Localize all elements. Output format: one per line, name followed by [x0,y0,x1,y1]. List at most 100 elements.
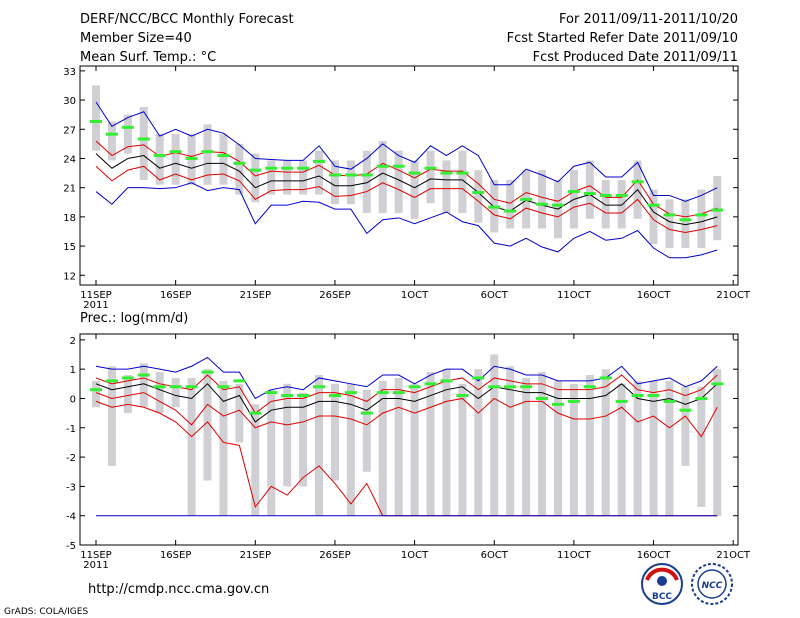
ensemble-box [490,354,499,516]
forecast-produced: Fcst Produced Date 2011/09/11 [533,50,738,65]
x-tick-label: 11OCT [557,550,592,561]
ensemble-box [267,160,276,195]
ensemble-box [315,150,324,195]
ensemble-box [219,134,228,185]
y-tick-label: -5 [66,541,76,552]
x-tick-label: 21SEP [240,290,271,301]
x-tick-label: 1OCT [401,550,429,561]
x-tick-label: 21OCT [716,550,751,561]
ensemble-box [649,380,658,516]
plot-frame [79,333,739,546]
x-tick-label: 6OCT [481,550,509,561]
y-tick-label: 1 [70,365,76,376]
ensemble-box [538,372,547,516]
ensemble-box [426,372,435,516]
ensemble-box [251,404,260,516]
x-tick-label: 21OCT [716,290,751,301]
y-tick-label: -4 [66,512,76,523]
ensemble-box [107,366,116,466]
x-tick-year: 2011 [83,560,108,571]
ensemble-box [362,150,371,213]
ensemble-box [346,160,355,205]
x-tick-label: 16SEP [160,550,191,561]
ensemble-box [139,363,148,408]
series-inner-lower [95,165,718,233]
ensemble-box [665,199,674,249]
ensemble-box [92,85,100,151]
member-size: Member Size=40 [80,31,192,46]
x-tick-label: 6OCT [481,290,509,301]
variable-label-top: Mean Surf. Temp.: °C [80,50,216,65]
ensemble-box [697,189,706,249]
ensemble-box [283,383,292,487]
ensemble-box [203,124,212,185]
ensemble-box [330,383,339,481]
ensemble-box [235,143,244,195]
ensemble-box [251,153,260,203]
y-tick-label: 0 [70,394,76,405]
ensemble-box [601,179,610,229]
ensemble-box [713,369,722,516]
ensemble-box [299,160,308,195]
x-tick-label: 26SEP [319,290,350,301]
x-tick-label: 26SEP [319,550,350,561]
ensemble-box [155,372,164,414]
x-tick-label: 16OCT [637,290,672,301]
series-outer-lower [95,182,718,259]
ensemble-box [538,170,547,229]
ensemble-box [219,380,228,516]
ensemble-box [633,380,642,516]
source-url: http://cmdp.ncc.cma.gov.cn [88,582,269,597]
plot-frame [79,65,739,286]
ensemble-box [362,389,371,472]
x-tick-label: 21SEP [240,550,271,561]
ensemble-box [426,150,435,204]
grads-credit: GrADS: COLA/IGES [4,607,88,617]
ensemble-box [553,380,562,516]
ensemble-box [235,383,244,443]
ensemble-box [187,377,196,516]
x-tick-label: 11SEP [80,550,111,561]
y-tick-label: 33 [63,67,76,78]
y-tick-label: 15 [63,242,76,253]
ncc-logo-text: NCC [702,581,723,591]
y-tick-label: 12 [63,271,76,282]
ensemble-box [123,375,132,414]
ensemble-box [92,380,100,408]
series-inner-upper [95,140,718,218]
ensemble-box [569,383,578,516]
y-tick-label: 21 [63,184,76,195]
series-outer-upper [95,356,718,400]
x-tick-label: 1OCT [401,290,429,301]
bcc-logo: BCC [641,563,683,605]
y-tick-label: 2 [70,336,76,347]
ensemble-box [458,383,467,516]
y-tick-label: 24 [63,154,76,165]
ensemble-box [474,170,483,223]
ncc-logo: NCC [691,563,733,605]
ensemble-box [585,160,594,219]
series-inner-upper [95,374,718,414]
series-inner-lower [95,392,718,438]
x-tick-label: 16SEP [160,290,191,301]
forecast-period: For 2011/09/11-2011/10/20 [559,12,738,27]
ensemble-box [139,106,148,180]
y-tick-label: 27 [63,125,76,136]
bcc-logo-text: BCC [652,592,672,602]
ensemble-box [649,189,658,245]
forecast-started: Fcst Started Refer Date 2011/09/10 [507,31,738,46]
y-tick-label: -2 [66,453,76,464]
ensemble-box [713,175,722,241]
y-tick-label: -3 [66,482,76,493]
ensemble-box [522,377,531,516]
ensemble-box [681,386,690,466]
ensemble-box [394,377,403,516]
x-tick-label: 11OCT [557,290,592,301]
ensemble-box [585,375,594,516]
ensemble-box [171,377,180,408]
x-tick-year: 2011 [83,300,108,311]
variable-label-bottom: Prec.: log(mm/d) [80,311,188,326]
